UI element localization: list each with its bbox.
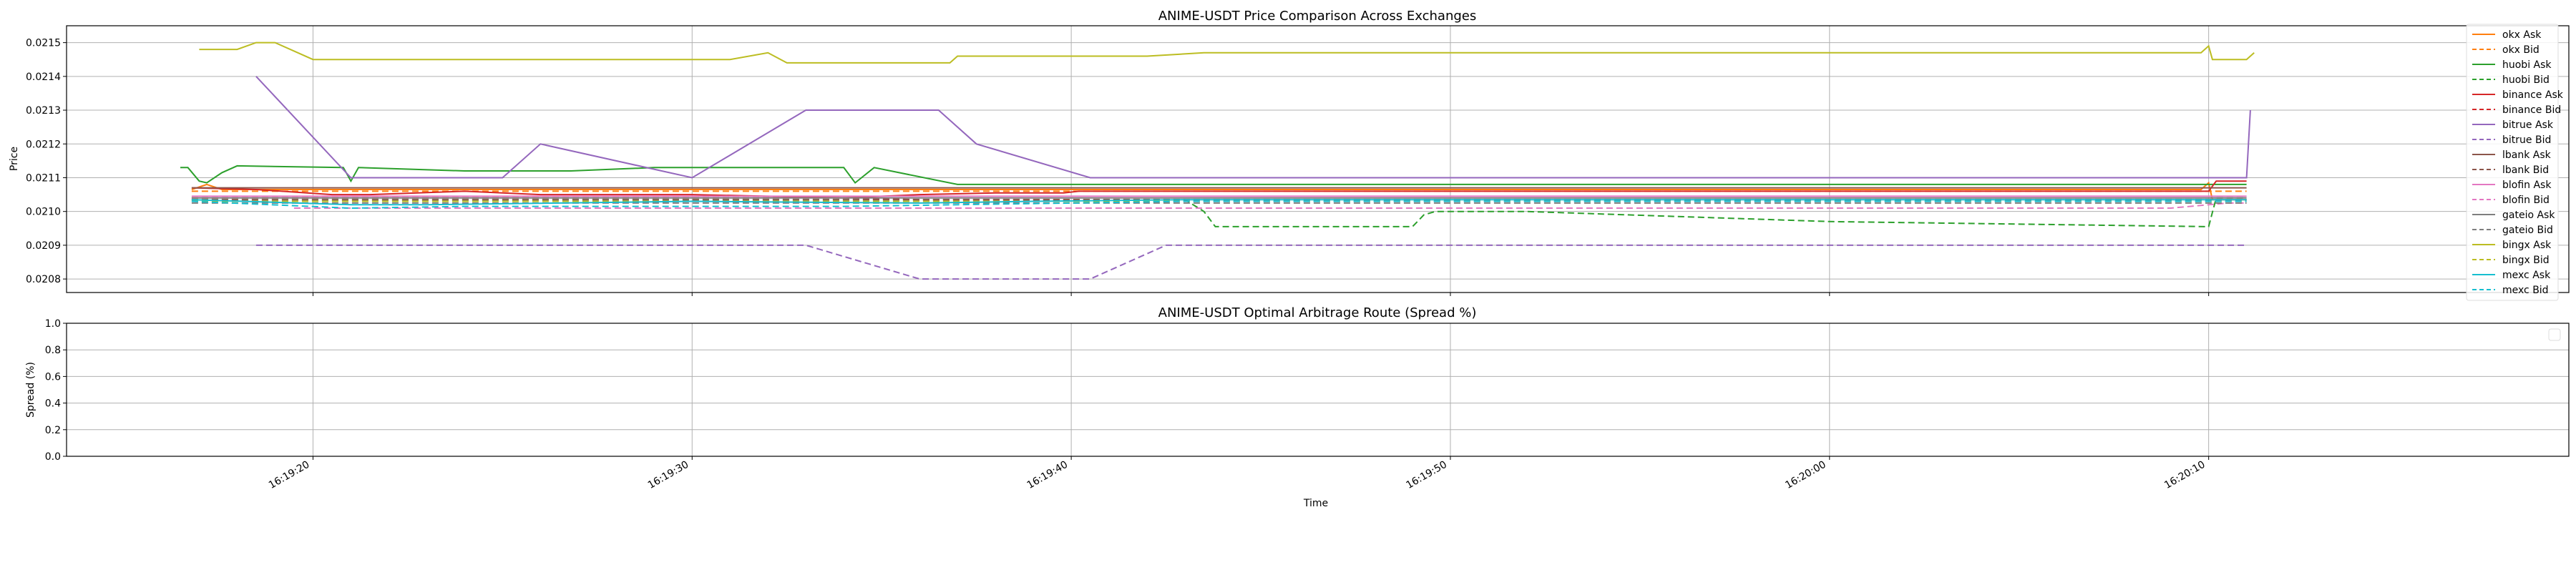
price-x-ticks xyxy=(312,293,2210,296)
spread-x-tick-label: 16:19:40 xyxy=(1025,459,1070,491)
legend-entry-label: huobi Bid xyxy=(2502,74,2550,86)
spread-x-tick-label: 16:20:00 xyxy=(1783,459,1828,491)
spread-y-tick-label: 0.6 xyxy=(45,371,61,383)
legend-entry-label: binance Ask xyxy=(2502,89,2564,101)
price-panel: 0.0208 0.0209 0.0210 0.0211 0.0212 0.0213 0.02… xyxy=(9,9,2570,301)
price-y-tick-label: 0.0215 xyxy=(26,38,61,49)
legend-entry-label: okx Ask xyxy=(2502,29,2542,41)
legend-entry-label: mexc Bid xyxy=(2502,285,2549,296)
legend-entry-label: bingx Bid xyxy=(2502,255,2550,266)
price-y-tick-label: 0.0209 xyxy=(26,240,61,252)
price-chart-title: ANIME-USDT Price Comparison Across Excha… xyxy=(1158,9,1477,24)
price-y-tick-label: 0.0213 xyxy=(26,105,61,117)
spread-panel: 0.00.20.40.60.81.0 16:19:20 16:19:30 16:19… xyxy=(25,305,2570,509)
price-y-tick-label: 0.0211 xyxy=(26,172,61,184)
legend-box xyxy=(2466,24,2559,301)
legend-entry-label: gateio Ask xyxy=(2502,210,2555,221)
legend-entry-label: bitrue Ask xyxy=(2502,119,2554,131)
spread-plot-frame xyxy=(66,323,2570,457)
legend-entry-label: bitrue Bid xyxy=(2502,134,2551,146)
spread-y-ticks: 0.0 0.2 0.4 0.6 0.8 1.0 xyxy=(45,318,67,463)
legend-entry-label: blofin Bid xyxy=(2502,195,2550,206)
price-series-group xyxy=(180,41,2255,280)
series-line-huobi-bid xyxy=(191,197,2247,227)
series-line-mexc-ask xyxy=(191,199,2247,206)
series-line-blofin-bid xyxy=(293,202,2247,209)
spread-y-tick-label: 0.2 xyxy=(45,425,61,436)
legend-entry-label: mexc Ask xyxy=(2502,270,2551,281)
spread-x-tick-label: 16:19:50 xyxy=(1404,459,1448,491)
series-line-bitrue-ask xyxy=(255,76,2251,179)
legend-entry-label: lbank Bid xyxy=(2502,164,2549,176)
spread-y-tick-label: 0.0 xyxy=(45,451,61,463)
legend-entry-label: bingx Ask xyxy=(2502,240,2552,251)
price-plot-frame xyxy=(66,25,2570,293)
price-y-tick-label: 0.0210 xyxy=(26,207,61,218)
series-line-bitrue-bid xyxy=(255,244,2247,280)
legend-entry-label: gateio Bid xyxy=(2502,225,2553,236)
price-y-tick-label: 0.0208 xyxy=(26,274,61,285)
legend-entry-label: huobi Ask xyxy=(2502,59,2552,71)
spread-y-tick-label: 0.8 xyxy=(45,345,61,356)
price-y-ticks: 0.0208 0.0209 0.0210 0.0211 0.0212 0.0213 0.02… xyxy=(26,38,67,285)
legend-entry-label: okx Bid xyxy=(2502,44,2540,56)
spread-x-tick-label: 16:19:20 xyxy=(267,459,311,491)
series-line-huobi-ask xyxy=(180,164,2247,185)
spread-chart-title: ANIME-USDT Optimal Arbitrage Route (Spre… xyxy=(1158,305,1477,320)
price-legend: okx Ask okx Bid huobi Ask huobi Bid binance … xyxy=(2466,24,2564,301)
legend-entry-label: lbank Ask xyxy=(2502,149,2552,161)
price-y-tick-label: 0.0214 xyxy=(26,72,61,83)
spread-x-axis-label: Time xyxy=(1303,498,1328,509)
spread-y-tick-label: 0.4 xyxy=(45,398,61,410)
series-line-bingx-ask xyxy=(199,41,2255,64)
spread-empty-legend-box xyxy=(2548,328,2561,341)
price-y-tick-label: 0.0212 xyxy=(26,139,61,150)
price-y-axis-label: Price xyxy=(9,147,20,171)
spread-y-tick-label: 1.0 xyxy=(45,318,61,330)
spread-y-axis-label: Spread (%) xyxy=(25,362,36,418)
spread-x-tick-label: 16:20:10 xyxy=(2162,459,2207,491)
spread-x-ticks: 16:19:20 16:19:30 16:19:40 16:19:50 16:20:00… xyxy=(267,456,2210,491)
series-line-mexc-bid xyxy=(191,200,2247,210)
legend-entry-label: blofin Ask xyxy=(2502,180,2552,191)
price-grid xyxy=(67,26,2569,293)
spread-x-tick-label: 16:19:30 xyxy=(646,459,691,491)
spread-grid xyxy=(67,323,2569,457)
legend-entry-label: binance Bid xyxy=(2502,104,2561,116)
